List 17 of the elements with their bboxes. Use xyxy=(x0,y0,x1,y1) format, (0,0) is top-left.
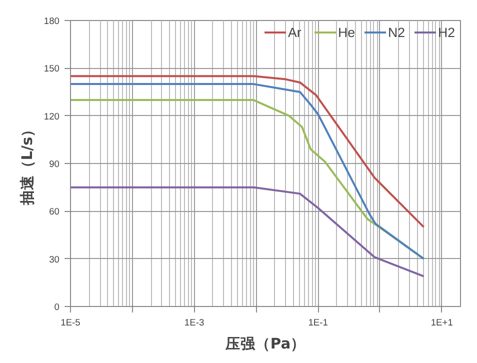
x-tick-label: 1E-3 xyxy=(184,318,204,328)
y-tick-label: 150 xyxy=(44,64,60,74)
y-tick-label: 90 xyxy=(49,159,60,169)
y-tick-label: 0 xyxy=(54,302,60,312)
x-axis-title: 压强（Pa） xyxy=(224,336,306,352)
y-tick-label: 180 xyxy=(44,16,60,26)
y-tick-label: 60 xyxy=(49,206,60,217)
y-tick-label: 120 xyxy=(44,111,60,122)
x-tick-label: 1E-1 xyxy=(308,318,328,328)
x-tick-label: 1E-5 xyxy=(60,318,80,328)
legend-label: H2 xyxy=(438,24,456,40)
y-tick-label: 30 xyxy=(49,254,60,264)
legend-label: Ar xyxy=(288,24,302,40)
y-axis-title: 抽速（L/s） xyxy=(18,122,36,206)
legend-label: He xyxy=(338,24,356,40)
x-tick-label: 1E+1 xyxy=(430,318,453,328)
legend-label: N2 xyxy=(388,24,406,40)
